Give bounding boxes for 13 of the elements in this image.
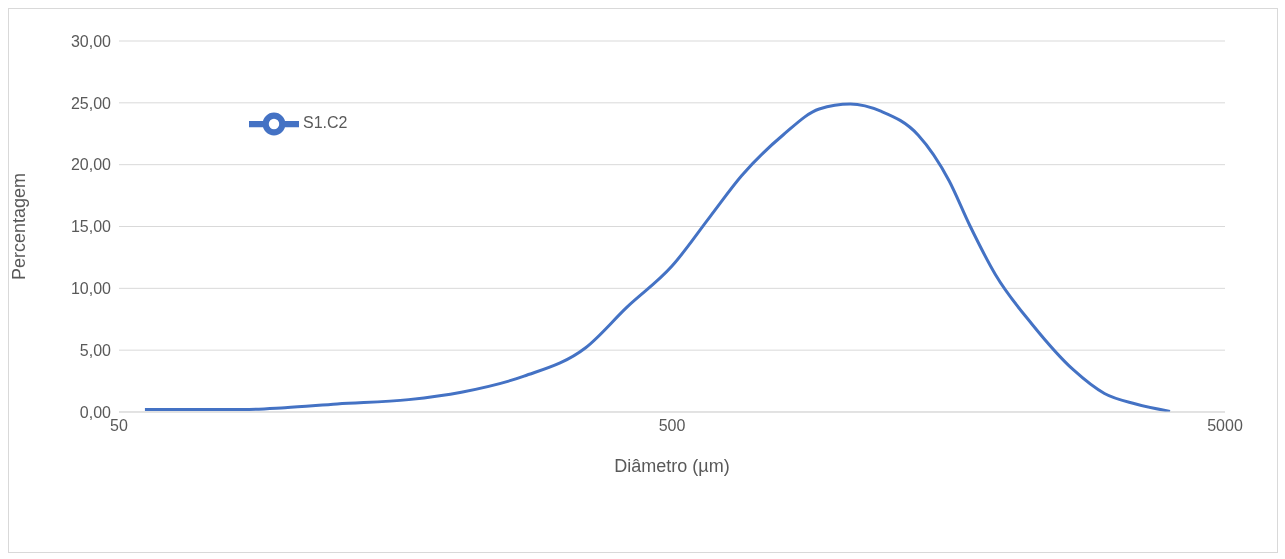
y-tick-label: 15,00 bbox=[70, 218, 112, 236]
y-tick-label: 20,00 bbox=[70, 156, 112, 174]
y-tick-label: 30,00 bbox=[70, 32, 112, 50]
x-tick-label: 50 bbox=[110, 417, 128, 435]
x-axis-title: Diâmetro (µm) bbox=[614, 456, 730, 476]
y-axis-title: Percentagem bbox=[9, 172, 30, 281]
y-tick-label: 10,00 bbox=[70, 280, 112, 298]
y-tick-label: 0,00 bbox=[79, 403, 112, 421]
legend-label: S1.C2 bbox=[303, 114, 348, 132]
y-tick-label: 25,00 bbox=[70, 94, 112, 112]
y-tick-label: 5,00 bbox=[79, 341, 112, 359]
x-tick-label: 500 bbox=[658, 417, 686, 435]
x-tick-label: 5000 bbox=[1207, 417, 1243, 435]
